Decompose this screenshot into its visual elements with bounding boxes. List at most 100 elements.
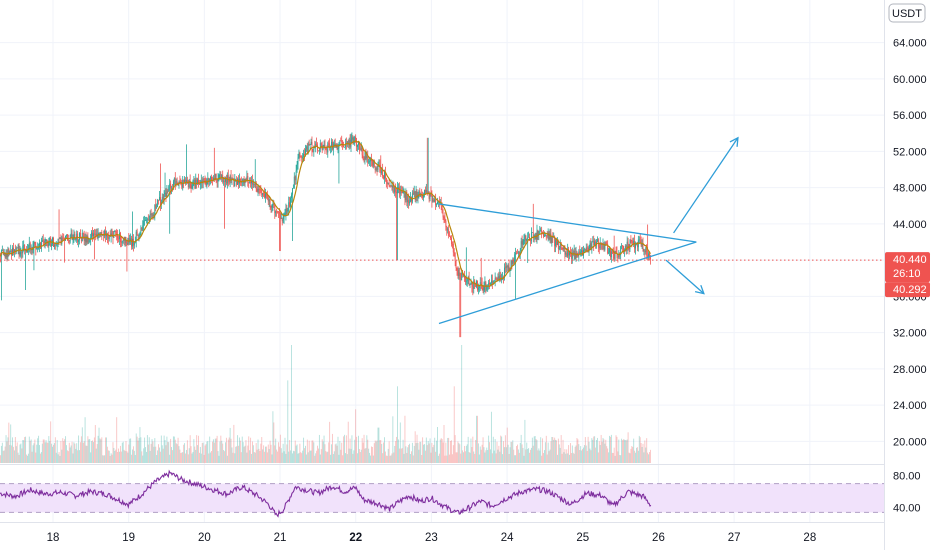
- volume-bar: [260, 443, 262, 463]
- volume-bar: [295, 445, 297, 463]
- volume-bar: [225, 437, 227, 463]
- currency-button[interactable]: USDT: [888, 3, 926, 23]
- candle-body: [568, 248, 570, 256]
- candle-body: [333, 143, 335, 145]
- volume-bar: [548, 451, 550, 463]
- volume-bar: [105, 437, 106, 463]
- volume-bar: [340, 449, 342, 463]
- candle-body: [528, 237, 530, 238]
- triangle-drawing[interactable]: [438, 136, 739, 325]
- candle-body: [389, 185, 391, 187]
- candle-body: [26, 249, 28, 252]
- candle-body: [496, 278, 498, 280]
- volume-bar: [119, 445, 121, 463]
- candle-body: [331, 141, 332, 147]
- volume-bar: [480, 449, 482, 463]
- candle-body: [176, 181, 178, 183]
- volume-bar: [88, 439, 90, 463]
- volume-bar: [104, 455, 106, 463]
- volume-bar: [477, 415, 478, 463]
- volume-bar: [636, 447, 638, 463]
- candle-body: [524, 235, 526, 241]
- volume-bar: [533, 436, 535, 463]
- candle-body: [507, 265, 509, 268]
- volume-bar: [566, 449, 568, 463]
- volume-bar: [232, 452, 234, 463]
- candle-body: [128, 238, 130, 243]
- volume-bar: [187, 454, 189, 463]
- candle-body: [569, 252, 570, 256]
- candle-body: [431, 194, 433, 202]
- volume-bar: [649, 449, 651, 463]
- volume-bar: [342, 455, 344, 463]
- volume-bar: [415, 443, 417, 463]
- candle-body: [8, 248, 10, 255]
- candle-body: [450, 236, 451, 239]
- volume-bar: [176, 444, 178, 463]
- candle-body: [137, 234, 139, 236]
- triangle-lower-line: [438, 241, 697, 325]
- volume-bar: [431, 442, 433, 463]
- candle-body: [95, 233, 97, 236]
- candle-body: [304, 154, 305, 155]
- volume-bar: [609, 435, 610, 463]
- candle-body: [527, 237, 529, 239]
- candle-body: [292, 187, 294, 189]
- volume-bar: [328, 442, 330, 463]
- candle-body: [293, 176, 295, 188]
- time-tick-label: 19: [122, 532, 135, 544]
- volume-bar: [600, 434, 602, 463]
- volume-bar: [369, 452, 371, 463]
- candle-body: [498, 276, 500, 281]
- volume-bar: [123, 449, 125, 463]
- breakdown-arrow-down-head: [694, 284, 705, 295]
- candle-body: [567, 248, 569, 257]
- candle-body: [42, 240, 44, 243]
- candle-body: [486, 286, 488, 290]
- volume-bar: [510, 441, 512, 463]
- candle-body: [465, 281, 467, 283]
- volume-bar: [52, 446, 53, 463]
- volume-bar: [504, 435, 506, 463]
- candle-body: [537, 230, 539, 234]
- volume-bar: [374, 440, 376, 463]
- volume-bar: [265, 446, 266, 463]
- volume-bar: [12, 437, 14, 463]
- candle-body: [305, 149, 306, 155]
- candle-body: [604, 242, 606, 250]
- candle-body: [514, 254, 516, 264]
- candle-body: [461, 273, 463, 281]
- candle-body: [169, 183, 171, 187]
- volume-bar: [330, 454, 332, 463]
- volume-bar: [246, 452, 248, 463]
- candle-body: [408, 199, 410, 204]
- candle-body: [580, 252, 582, 254]
- candle-body: [53, 244, 55, 247]
- candle-body: [383, 176, 385, 179]
- volume-bar: [209, 436, 211, 463]
- volume-bar: [468, 452, 470, 463]
- candle-body: [578, 251, 580, 256]
- candle-body: [381, 169, 383, 174]
- price-axis[interactable]: 20.00024.00028.00032.00036.00040.00044.0…: [893, 38, 927, 515]
- volume-bar: [359, 452, 361, 463]
- volume-bar: [46, 442, 48, 463]
- time-axis[interactable]: 18 19 20 21 22 23 24 25 26 27 28: [47, 532, 817, 544]
- volume-bar: [356, 436, 358, 463]
- candle-body: [74, 234, 76, 240]
- candle-body: [91, 232, 93, 238]
- volume-bar: [217, 451, 219, 463]
- volume-bar: [253, 452, 255, 463]
- volume-bar: [612, 453, 614, 463]
- volume-bar: [442, 442, 444, 463]
- volume-bar: [3, 450, 5, 463]
- volume-bar: [541, 455, 543, 463]
- candle-body: [372, 159, 374, 166]
- volume-bar: [416, 434, 418, 463]
- candle-body: [359, 149, 361, 151]
- candle-body: [23, 245, 25, 246]
- price-tick-label: 20.000: [893, 436, 927, 448]
- volume-bar: [164, 440, 166, 463]
- candle-body: [66, 234, 68, 241]
